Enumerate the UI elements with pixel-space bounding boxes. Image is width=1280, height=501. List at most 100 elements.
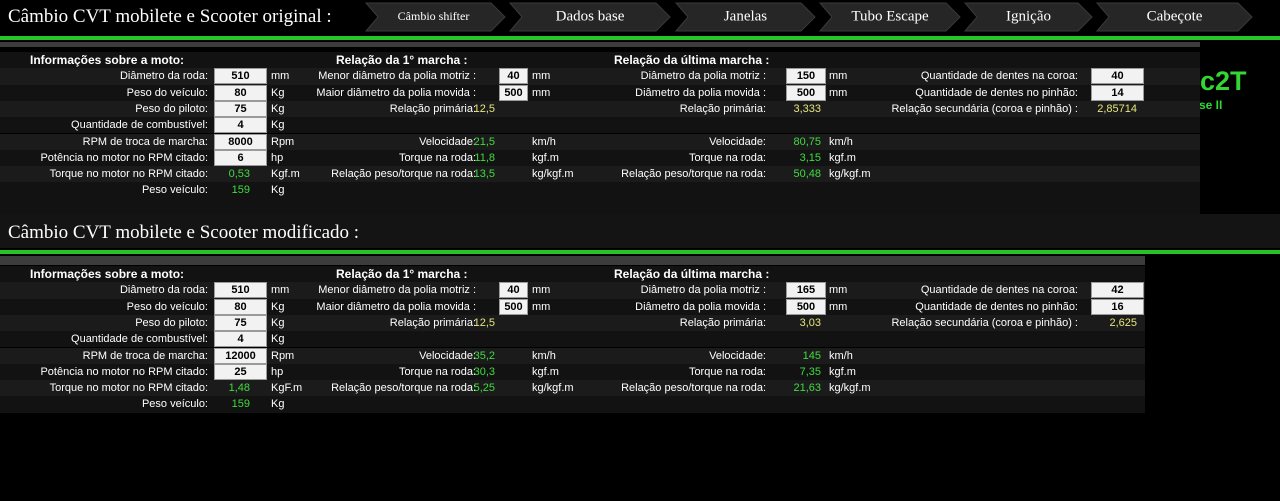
row-band [0,52,1200,69]
unit: km/h [829,349,853,362]
tab-label[interactable]: Tubo Escape [851,8,929,24]
unit: mm [271,284,290,297]
tab[interactable]: Dados base [508,2,671,32]
input-value[interactable]: 4 [214,117,267,134]
tab[interactable]: Cabeçote [1095,2,1253,32]
field-label: Torque na roda: [688,365,766,378]
input-value[interactable]: 500 [499,298,528,315]
field-label: Velocidade: [419,349,476,362]
field-label: Velocidade: [709,349,766,362]
input-value[interactable]: 40 [499,68,528,85]
input-value[interactable]: 4 [214,331,267,348]
unit: mm [532,284,551,297]
input-value[interactable]: 165 [786,282,826,299]
field-label: Potência no motor no RPM citado: [40,365,208,378]
input-value[interactable]: 40 [1091,68,1144,85]
computed-value: 2,625 [1109,316,1137,329]
unit: kg/kgf.m [532,168,574,181]
unit: mm [829,300,848,313]
tab[interactable]: Tubo Escape [818,2,961,32]
input-value[interactable]: 75 [214,100,267,117]
tab-bar: Câmbio shifter Dados base Janelas Tubo Esca… [364,2,1253,32]
field-label: Diâmetro da roda: [119,284,208,297]
input-value[interactable]: 500 [786,84,826,101]
tab[interactable]: Ignição [963,2,1093,32]
tab-label[interactable]: Cabeçote [1147,8,1203,24]
computed-value: 11,8 [474,151,495,164]
computed-value: 3,15 [799,151,821,164]
input-value[interactable]: 500 [499,84,528,101]
row-band [0,347,1145,364]
column-header: Informações sobre a moto: [30,53,185,67]
field-label: Relação peso/torque na roda: [331,168,476,181]
computed-value: 5,25 [473,382,495,395]
input-value[interactable]: 80 [214,84,267,101]
tab-shape[interactable] [963,2,1093,32]
field-label: Quantidade de dentes no pinhão: [915,300,1078,313]
unit: kgf.m [829,365,856,378]
tab-label[interactable]: Câmbio shifter [398,9,470,23]
row-band [0,100,1200,118]
computed-value: 7,35 [799,365,821,378]
input-value[interactable]: 12000 [214,347,267,364]
row-band [0,331,1145,348]
input-value[interactable]: 75 [214,314,267,331]
row-band [0,182,1200,199]
tab-label[interactable]: Dados base [556,8,625,24]
unit: km/h [532,349,556,362]
input-value[interactable]: 6 [214,149,267,166]
unit: Kg [271,102,285,115]
field-label: Menor diâmetro da polia motriz : [318,70,476,83]
computed-value: 30,3 [473,365,495,378]
field-label: Relação primária: [679,102,766,115]
green-rule [0,36,1280,40]
field-label: Torque na roda: [398,151,476,164]
tab-shape[interactable] [1095,2,1253,32]
tab-shape[interactable] [508,2,671,32]
input-value[interactable]: 42 [1091,282,1144,299]
tab-label[interactable]: Janelas [724,8,767,24]
field-label: RPM de troca de marcha: [82,135,208,148]
row-band [0,68,1200,85]
column-header: Informações sobre a moto: [30,267,185,281]
field-label: Diâmetro da polia movida : [635,86,766,99]
computed-value: 3,333 [793,102,821,115]
unit: Kg [271,86,285,99]
input-value[interactable]: 40 [499,282,528,299]
computed-value: 159 [231,398,250,411]
input-value[interactable]: 8000 [214,133,267,150]
unit: mm [829,284,848,297]
tab-label[interactable]: Ignição [1006,8,1051,24]
input-value[interactable]: 80 [214,298,267,315]
input-value[interactable]: 500 [786,298,826,315]
field-label: Relação secundária (coroa e pinhão) : [891,102,1078,115]
computed-value: 145 [802,349,821,362]
input-value[interactable]: 150 [786,68,826,85]
unit: Kg [271,184,285,197]
tab[interactable]: Janelas [674,2,816,32]
title-band [0,214,1280,248]
tab-shape[interactable] [674,2,816,32]
field-label: Relação secundária (coroa e pinhão) : [891,316,1078,329]
field-label: Velocidade: [709,135,766,148]
column-header: Relação da última marcha : [614,267,770,281]
field-label: Relação primária: [679,316,766,329]
field-label: Diâmetro da polia motriz : [640,70,766,83]
input-value[interactable]: 16 [1091,298,1144,315]
unit: Kg [271,119,285,132]
column-header: Relação da 1° marcha : [336,267,468,281]
tab-shape[interactable] [818,2,961,32]
tab[interactable]: Câmbio shifter [364,2,506,32]
input-value[interactable]: 25 [214,363,267,380]
tab-shape[interactable] [364,2,506,32]
field-label: Peso do piloto: [135,102,208,115]
computed-value: 2,85714 [1097,102,1137,115]
input-value[interactable]: 510 [214,282,267,299]
input-value[interactable]: 14 [1091,84,1144,101]
input-value[interactable]: 510 [214,68,267,85]
field-label: Quantidade de combustível: [71,333,208,346]
field-label: Menor diâmetro da polia motriz : [318,284,476,297]
section-title: Câmbio CVT mobilete e Scooter modificado… [8,222,360,243]
row-band [0,363,1145,381]
field-label: Peso do piloto: [135,316,208,329]
